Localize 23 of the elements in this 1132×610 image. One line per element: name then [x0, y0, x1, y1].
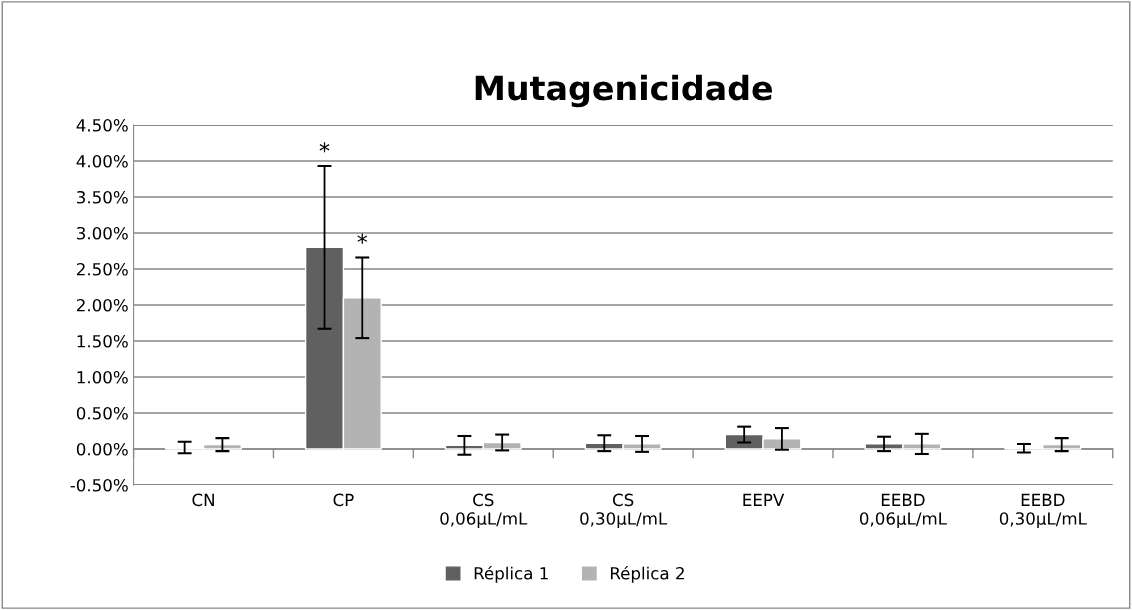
x-tick-label: CS 0,06µL/mL — [440, 493, 528, 529]
y-tick-label: 1.00% — [77, 370, 128, 384]
y-tick-label: 4.00% — [76, 155, 128, 168]
y-tick-label: 2.00% — [76, 298, 128, 312]
legend-label: Réplica 2 — [610, 566, 684, 583]
y-tick-label: 1.50% — [77, 334, 128, 348]
x-tick-label: CP — [333, 493, 354, 507]
chart-title: Mutagenicidade — [475, 74, 773, 108]
y-tick-label: -0.50% — [70, 478, 128, 492]
legend-label: Réplica 1 — [474, 566, 548, 583]
x-tick-label: CS 0,30µL/mL — [580, 493, 668, 529]
x-tick-label: EEBD 0,06µL/mL — [859, 493, 947, 529]
y-tick-label: 0.50% — [76, 406, 128, 420]
x-tick-label: EEPV — [743, 493, 785, 506]
y-tick-label: 3.00% — [77, 226, 128, 240]
x-tick-label: EEBD 0,30µL/mL — [999, 493, 1087, 529]
y-tick-label: 4.50% — [76, 119, 128, 132]
x-tick-label: CN — [192, 493, 214, 507]
y-tick-label: 3.50% — [77, 190, 128, 204]
y-tick-label: 0.00% — [76, 442, 128, 456]
y-tick-label: 2.50% — [76, 262, 128, 276]
annotation: * — [319, 142, 330, 153]
annotation: * — [357, 233, 368, 244]
